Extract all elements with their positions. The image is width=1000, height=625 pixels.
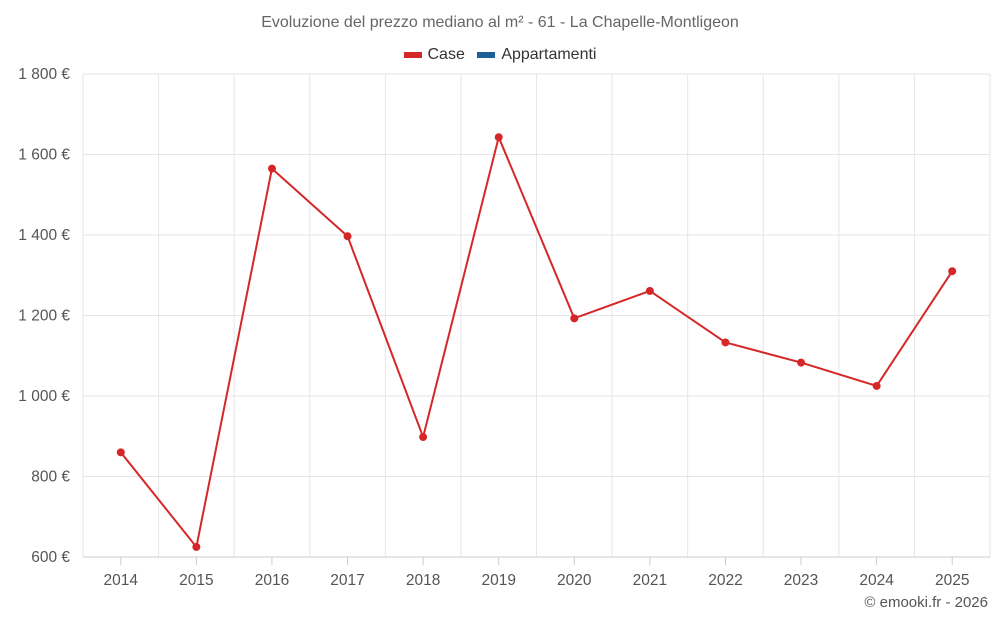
x-tick-label: 2022 [708,572,742,589]
legend-label-appartamenti: Appartamenti [501,46,597,63]
data-point [419,433,428,442]
data-point [494,133,503,142]
x-tick-label: 2023 [784,572,818,589]
x-tick-label: 2014 [104,572,139,589]
y-tick-label: 1 200 € [18,308,70,325]
y-tick-label: 1 800 € [18,66,70,83]
x-tick-label: 2017 [330,572,364,589]
legend-label-case: Case [427,46,465,63]
legend-swatch-case [403,52,422,58]
legend-item-appartamenti[interactable]: Appartamenti [477,46,596,64]
x-tick-label: 2024 [859,572,894,589]
data-point [267,164,276,173]
credit-text: © emooki.fr - 2026 [864,594,988,611]
data-point [343,232,352,241]
chart-legend: Case Appartamenti [0,45,1000,64]
data-point [116,448,125,457]
chart-title: Evoluzione del prezzo mediano al m² - 61… [261,14,739,31]
legend-swatch-appartamenti [477,52,496,58]
x-tick-label: 2016 [255,572,289,589]
series-line [120,136,954,548]
x-tick-label: 2021 [633,572,667,589]
x-tick-label: 2018 [406,572,440,589]
data-point [948,267,957,276]
data-point [192,542,201,551]
legend-item-case[interactable]: Case [403,46,465,64]
data-point [570,314,579,323]
x-tick-label: 2025 [935,572,969,589]
data-point [645,286,654,295]
y-tick-label: 1 400 € [18,227,70,244]
y-tick-label: 1 000 € [18,388,70,405]
y-tick-label: 1 600 € [18,147,70,164]
data-point [797,358,806,367]
x-tick-label: 2019 [481,572,515,589]
data-point [872,381,881,390]
x-tick-label: 2020 [557,572,592,589]
x-tick-label: 2015 [179,572,213,589]
y-tick-label: 600 € [31,549,70,566]
y-tick-label: 800 € [31,469,70,486]
data-point [721,338,730,347]
